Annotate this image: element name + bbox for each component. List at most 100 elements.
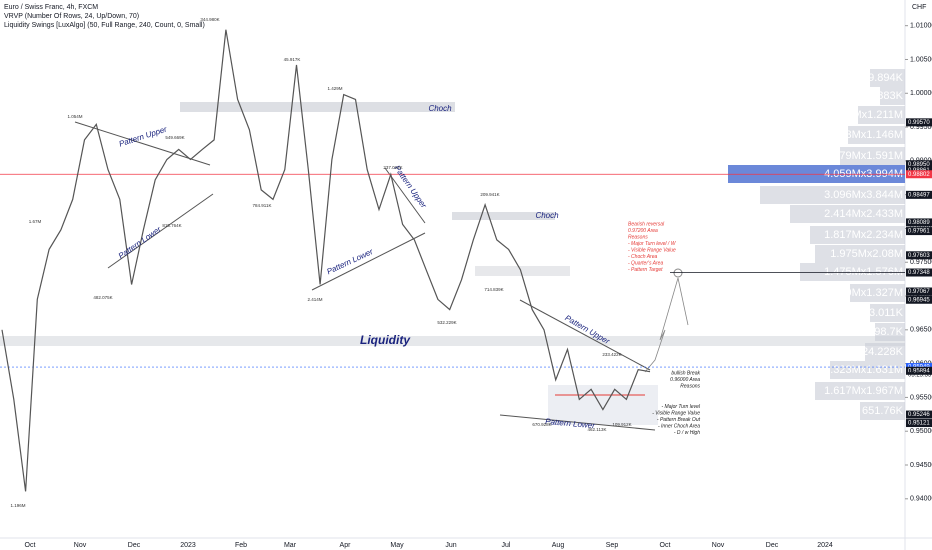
indicator: VRVP (Number Of Rows, 24, Up/Down, 70) (4, 13, 139, 20)
price-tag-label: 0.98089 (908, 220, 930, 226)
target-circle (673, 268, 683, 278)
volume-row (815, 245, 905, 263)
volume-label: 3.096Mx3.844M (824, 189, 903, 201)
swing-label: 45.917K (284, 57, 301, 62)
x-tick-label: Mar (284, 542, 297, 549)
volume-label: 883K (877, 90, 903, 102)
price-tag-label: 0.97348 (908, 270, 930, 276)
annotation: Choch (428, 104, 452, 113)
price-tag-label: 0.97961 (908, 229, 930, 235)
volume-label: 363Mx1.146M (833, 129, 903, 141)
price-tag (906, 410, 932, 419)
volume-label: 23.011K (863, 307, 904, 319)
swing-label: 1.054M (67, 114, 82, 119)
volume-row (865, 343, 905, 361)
volume-label: 598.7K (868, 326, 904, 338)
x-tick-label: Sep (606, 542, 619, 549)
volume-label: 1.879Mx1.591M (824, 150, 903, 162)
note: bullish Break (671, 370, 700, 376)
currency: CHF (912, 4, 926, 11)
choch-zone (452, 212, 555, 220)
volume-row (800, 263, 905, 281)
x-tick-label: Apr (340, 542, 352, 549)
zone (548, 385, 658, 425)
note: Reasons (680, 383, 700, 389)
note: - Quarter's Area (628, 260, 663, 266)
price-tag (906, 190, 932, 199)
swing-label: 344.980K (200, 17, 219, 22)
volume-row (815, 382, 905, 400)
price-tag (906, 295, 932, 304)
price-tag (906, 419, 932, 428)
x-tick-label: Dec (766, 542, 779, 549)
volume-label: 15Mx1.211M (840, 109, 903, 121)
note: - D / w High (674, 430, 700, 436)
volume-row (830, 361, 905, 379)
y-tick-label: 1.00500 (910, 56, 932, 63)
price-tag (906, 251, 932, 260)
price-tag (906, 118, 932, 127)
y-tick-label: 1.01000 (910, 23, 932, 30)
price-tag (906, 160, 932, 169)
volume-label: 1.817Mx2.234M (824, 229, 903, 241)
annotation: Pattern Lower (545, 417, 596, 430)
volume-row (840, 147, 905, 165)
volume-label: 1.323Mx1.631M (824, 364, 903, 376)
price-tag-label: 0.98802 (908, 172, 930, 178)
price-tag (906, 218, 932, 227)
x-tick-label: Dec (128, 542, 141, 549)
x-tick-label: Nov (74, 542, 87, 549)
note: - Choch Area (628, 254, 657, 260)
note: - Major Turn level / W (628, 241, 677, 247)
x-tick-label: Nov (712, 542, 725, 549)
volume-label: 1.475Mx1.576M (824, 266, 903, 278)
price-tag (906, 227, 932, 236)
volume-row (870, 69, 905, 87)
swing-label: 549.669K (165, 135, 184, 140)
volume-row (760, 186, 905, 204)
price-tag (906, 287, 932, 296)
volume-label: 651.76K (862, 405, 904, 417)
price-tag-label: 0.95246 (908, 412, 930, 418)
price-line (1, 29, 651, 492)
swing-label: 1.196M (10, 503, 25, 508)
note: - Visible Range Value (652, 410, 700, 416)
note: Reasons (628, 234, 648, 240)
swing-label: 1.67M (29, 219, 42, 224)
x-tick-label: 2024 (817, 542, 833, 549)
swing-label: 233.422K (602, 352, 621, 357)
price-tag (906, 170, 932, 179)
volume-row (790, 205, 905, 223)
volume-label: 2.414Mx2.433M (824, 208, 903, 220)
price-tag (906, 366, 932, 375)
volume-row (860, 402, 905, 420)
volume-row (850, 284, 905, 302)
swing-label: 784.911K (253, 203, 272, 208)
liquidity-zone (0, 336, 905, 346)
volume-row (810, 226, 905, 244)
swing-label: 462.113K (588, 427, 607, 432)
zone (475, 266, 570, 276)
price-tag (906, 268, 932, 277)
x-tick-label: Jun (445, 542, 456, 549)
swing-label: 482.075K (93, 295, 112, 300)
price-tag-label: 0.97603 (908, 253, 930, 259)
price-tag-label: 0.98950 (908, 162, 930, 168)
x-tick-label: Oct (25, 542, 36, 549)
volume-label: 1.617Mx1.967M (824, 385, 903, 397)
volume-row (875, 323, 905, 341)
swing-label: 532.229K (437, 320, 456, 325)
countdown: 05:25:33 (908, 373, 932, 379)
volume-row (858, 106, 905, 124)
x-tick-label: May (390, 542, 404, 549)
x-tick-label: Feb (235, 542, 247, 549)
swing-label: 209.941K (480, 192, 499, 197)
projection (644, 277, 689, 373)
note: - Visible Range Value (628, 247, 676, 253)
